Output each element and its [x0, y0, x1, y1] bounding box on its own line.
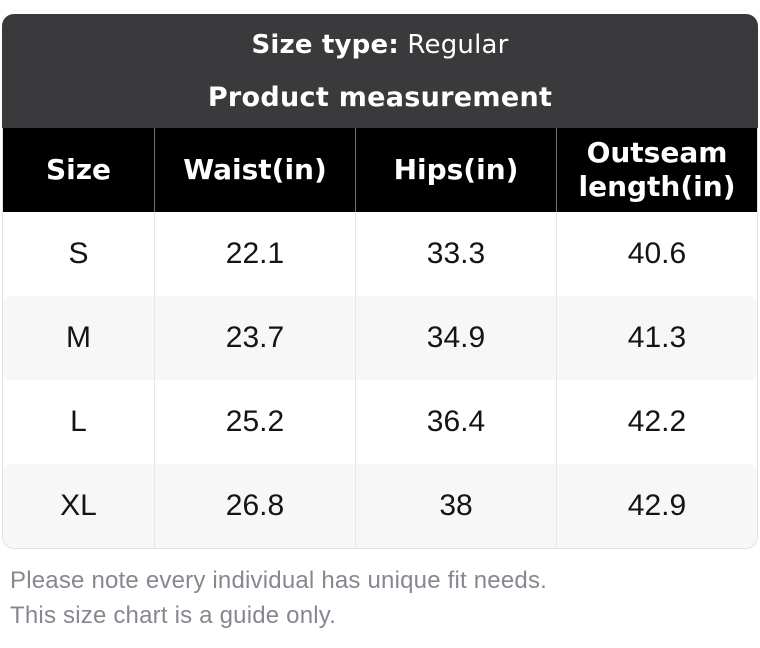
table-cell: 23.7: [154, 296, 355, 380]
table-cell: 42.9: [556, 464, 757, 548]
table-cell: 38: [355, 464, 556, 548]
table-cell: S: [3, 212, 154, 296]
size-note: Please note every individual has unique …: [10, 563, 748, 633]
table-cell: 25.2: [154, 380, 355, 464]
table-body: S 22.1 33.3 40.6 M 23.7 34.9 41.3 L 25.2 36.4 42.2 X…: [3, 212, 757, 548]
table-cell: 22.1: [154, 212, 355, 296]
size-type-label: Size type:: [251, 29, 399, 60]
table-cell: 41.3: [556, 296, 757, 380]
table-cell: 34.9: [355, 296, 556, 380]
column-header: Hips(in): [355, 128, 556, 212]
table-cell: M: [3, 296, 154, 380]
column-header: Waist(in): [154, 128, 355, 212]
size-chart-card: Size type: Regular Product measurement S…: [2, 14, 758, 549]
column-header: Size: [3, 128, 154, 212]
table-cell: 42.2: [556, 380, 757, 464]
table-row: L 25.2 36.4 42.2: [3, 380, 757, 464]
table-header-row: Size Waist(in) Hips(in) Outseam length(in): [3, 128, 757, 212]
table-cell: 33.3: [355, 212, 556, 296]
column-header: Outseam length(in): [556, 128, 757, 212]
size-measurement-table: Size Waist(in) Hips(in) Outseam length(in) …: [2, 128, 758, 549]
table-row: M 23.7 34.9 41.3: [3, 296, 757, 380]
table-row: S 22.1 33.3 40.6: [3, 212, 757, 296]
size-chart-header: Size type: Regular Product measurement: [2, 14, 758, 128]
table-cell: 36.4: [355, 380, 556, 464]
note-line-1: Please note every individual has unique …: [10, 567, 548, 594]
size-type-line: Size type: Regular: [251, 32, 508, 58]
table-cell: L: [3, 380, 154, 464]
table-cell: XL: [3, 464, 154, 548]
table-cell: 40.6: [556, 212, 757, 296]
product-measurement-title: Product measurement: [207, 81, 553, 113]
note-line-2: This size chart is a guide only.: [10, 602, 337, 629]
size-chart-page: Size type: Regular Product measurement S…: [0, 14, 760, 648]
table-cell: 26.8: [154, 464, 355, 548]
size-type-value: Regular: [407, 29, 509, 60]
table-row: XL 26.8 38 42.9: [3, 464, 757, 548]
